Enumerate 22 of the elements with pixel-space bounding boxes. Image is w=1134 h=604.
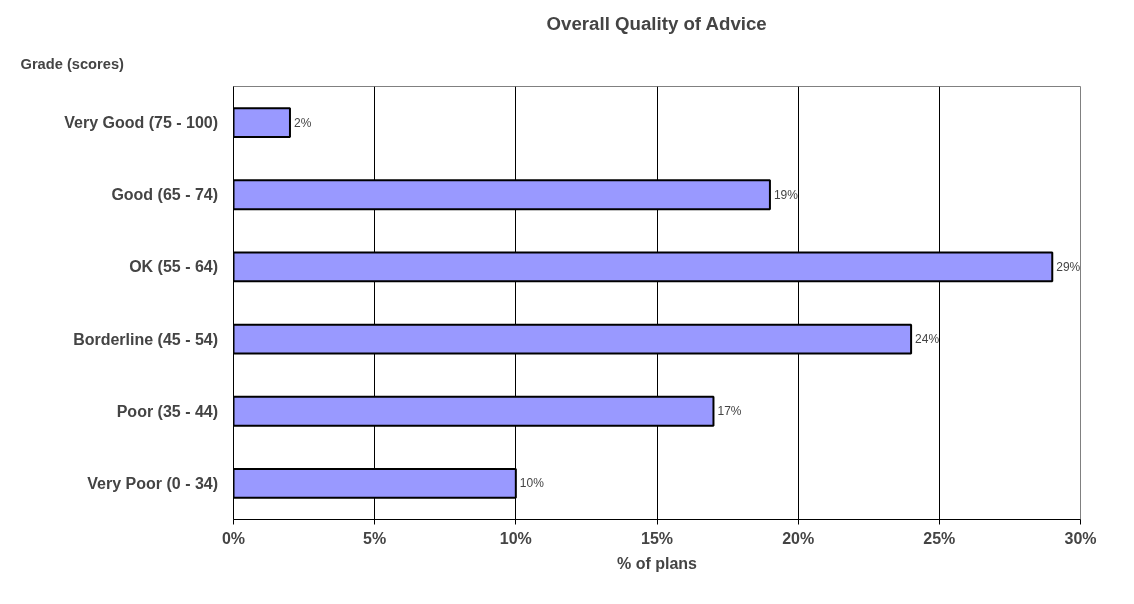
data-label: 24% — [915, 332, 940, 347]
y-tick-label: OK (55 - 64) — [129, 258, 219, 276]
data-label: 17% — [717, 404, 742, 419]
x-tick-label: 20% — [782, 529, 815, 547]
x-tick-label: 30% — [1064, 529, 1097, 547]
x-tick-label: 10% — [499, 529, 532, 547]
x-tick-label: 25% — [923, 529, 956, 547]
y-tick-label: Good (65 - 74) — [111, 186, 219, 204]
data-label: 19% — [773, 187, 799, 202]
x-tick-label: 15% — [640, 529, 674, 547]
y-tick-label: Very Good (75 - 100) — [64, 114, 219, 132]
y-axis-title: Grade (scores) — [20, 55, 125, 72]
data-label: 29% — [1056, 259, 1081, 274]
x-tick-label: 0% — [221, 529, 246, 547]
y-tick-label: Poor (35 - 44) — [116, 402, 219, 420]
chart-title: Overall Quality of Advice — [546, 12, 767, 34]
x-tick-label: 5% — [363, 529, 387, 547]
data-label: 2% — [293, 115, 312, 130]
x-axis-title: % of plans — [617, 554, 698, 572]
y-tick-label: Very Poor (0 - 34) — [87, 474, 219, 492]
data-label: 10% — [519, 476, 545, 491]
y-tick-label: Borderline (45 - 54) — [73, 330, 219, 348]
